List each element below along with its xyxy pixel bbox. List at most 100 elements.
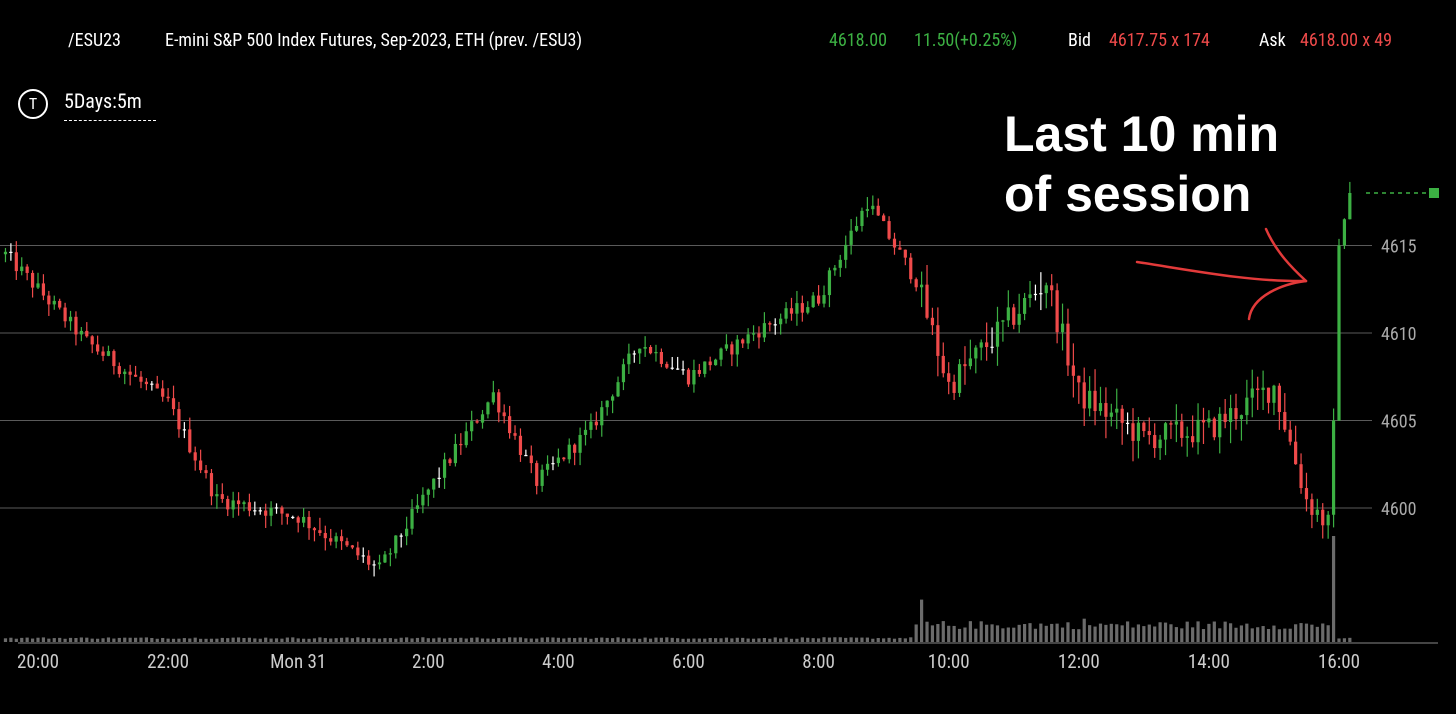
candle-body — [41, 283, 46, 296]
candle-body — [302, 516, 306, 523]
candle-body — [865, 209, 869, 211]
volume-bar — [1180, 628, 1184, 642]
volume-bar — [1093, 626, 1097, 642]
candle-body — [25, 266, 29, 273]
candle-body — [762, 323, 766, 338]
volume-bar — [220, 637, 224, 642]
candle-body — [58, 300, 62, 308]
volume-bar — [648, 638, 653, 642]
candle-body — [941, 355, 945, 374]
candle-body — [199, 460, 203, 471]
candle-body — [735, 339, 739, 355]
volume-bar — [827, 637, 832, 642]
volume-bar — [784, 637, 788, 642]
volume-bar — [1028, 623, 1032, 642]
volume-bar — [497, 638, 501, 642]
timeframe-selector[interactable]: 5Days:5m — [64, 89, 142, 113]
timeframe-icon[interactable]: T — [18, 89, 48, 119]
candle-body — [724, 344, 729, 349]
volume-bar — [1050, 623, 1054, 642]
candle-body — [849, 230, 853, 245]
volume-bar — [963, 627, 967, 642]
volume-bar — [524, 638, 528, 642]
candle-body — [30, 272, 35, 288]
volume-bar — [1196, 621, 1200, 642]
volume-bar — [491, 638, 495, 642]
candle-body — [627, 353, 631, 365]
bid-label: Bid — [1068, 30, 1091, 51]
candle-body — [1266, 387, 1271, 403]
volume-bar — [486, 638, 490, 642]
candle-body — [1131, 423, 1135, 441]
candle-body — [648, 346, 653, 354]
candle-body — [1158, 439, 1162, 449]
candle-body — [453, 443, 458, 464]
candle-body — [741, 339, 745, 344]
candle-body — [144, 381, 149, 385]
candle-body — [1283, 412, 1287, 430]
volume-bar — [1218, 628, 1222, 642]
candle-body — [898, 247, 902, 250]
volume-bar — [1136, 624, 1141, 642]
volume-bar — [703, 638, 707, 642]
candle-body — [1315, 509, 1319, 515]
volume-bar — [41, 637, 46, 642]
candle-body — [1304, 488, 1309, 500]
candle-body — [63, 307, 67, 322]
volume-bar — [800, 637, 804, 642]
candle-body — [1223, 413, 1227, 423]
volume-bar — [1044, 625, 1048, 642]
candle-body — [665, 363, 669, 368]
volume-bar — [1039, 623, 1043, 642]
volume-bar — [318, 637, 322, 642]
volume-bar — [817, 638, 821, 642]
volume-bar — [600, 637, 604, 642]
candle-body — [974, 347, 978, 359]
volume-bar — [513, 637, 517, 642]
volume-bar — [871, 638, 875, 642]
candle-body — [892, 238, 897, 248]
volume-bar — [686, 638, 691, 642]
volume-bar — [936, 624, 940, 642]
volume-bar — [1207, 623, 1211, 642]
candle-body — [1104, 403, 1108, 417]
candle-body — [323, 533, 327, 539]
candle-body — [518, 435, 523, 455]
candle-body — [497, 392, 501, 413]
volume-bar — [236, 637, 241, 642]
candle-body — [1050, 285, 1054, 291]
candle-body — [887, 221, 891, 239]
volume-bar — [1082, 618, 1086, 642]
candle-body — [1299, 464, 1303, 489]
candle-body — [253, 510, 257, 512]
volume-bar — [502, 638, 506, 642]
candle-body — [269, 507, 273, 516]
x-tick-label: 4:00 — [542, 650, 575, 673]
candle-body — [421, 494, 425, 506]
candle-body — [85, 330, 89, 337]
volume-bar — [947, 625, 951, 642]
volume-bar — [182, 638, 186, 642]
volume-bar — [779, 638, 783, 642]
x-tick-label: Mon 31 — [270, 650, 326, 673]
candle-body — [556, 457, 560, 464]
volume-bar — [1033, 628, 1038, 642]
candle-body — [345, 541, 349, 546]
volume-bar — [171, 638, 176, 642]
volume-bar — [719, 638, 723, 642]
candle-body — [285, 513, 289, 517]
x-tick-label: 20:00 — [17, 650, 59, 673]
candle-body — [258, 510, 262, 512]
candle-body — [779, 318, 783, 325]
candle-body — [1120, 408, 1124, 423]
volume-bar — [1337, 638, 1341, 642]
candle-body — [502, 412, 506, 417]
candle-body — [3, 251, 8, 255]
last-price: 4618.00 — [829, 30, 888, 51]
candle-body — [508, 416, 512, 434]
candle-body — [1039, 293, 1043, 295]
volume-bar — [475, 637, 479, 642]
candle-body — [963, 364, 967, 367]
candle-body — [643, 346, 647, 349]
volume-bar — [1310, 624, 1314, 642]
